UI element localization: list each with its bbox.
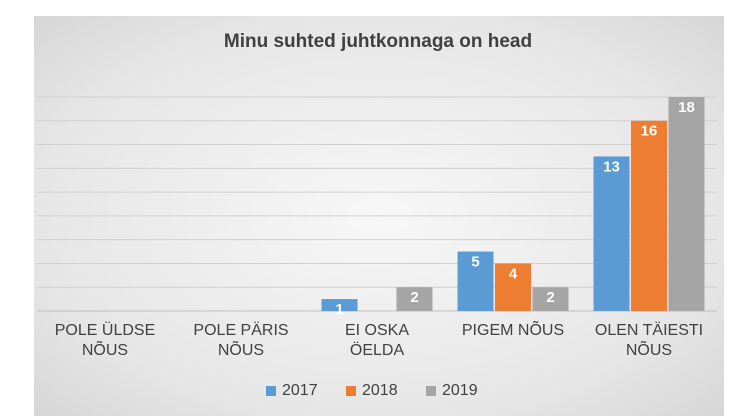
legend-label: 2019	[442, 382, 478, 399]
legend-label: 2018	[362, 382, 398, 399]
legend-label: 2017	[282, 382, 318, 399]
bar	[532, 287, 569, 311]
x-tick-label: OLEN TÄIESTI NÕUS	[594, 322, 704, 359]
bar	[668, 97, 705, 311]
bar	[631, 120, 667, 312]
bar	[396, 287, 433, 311]
data-label: 18	[678, 99, 695, 116]
data-label: 16	[641, 123, 658, 140]
data-label: 1	[335, 301, 343, 318]
data-label: 2	[546, 289, 554, 306]
chart-title: Minu suhted juhtkonnaga on head	[224, 31, 532, 52]
legend-swatch	[426, 386, 436, 396]
bar	[495, 263, 531, 311]
bar	[593, 156, 630, 311]
data-label: 4	[509, 265, 518, 282]
x-tick-label: EI OSKA ÖELDA	[344, 322, 410, 359]
x-tick-label: POLE ÜLDSE NÕUS	[54, 322, 156, 359]
x-tick-label: POLE PÄRIS NÕUS	[193, 322, 289, 359]
data-label: 2	[410, 289, 418, 306]
data-label: 13	[603, 158, 620, 175]
legend-swatch	[346, 386, 356, 396]
bar	[321, 299, 358, 311]
bar	[457, 251, 494, 311]
legend-swatch	[266, 386, 276, 396]
x-tick-label: PIGEM NÕUS	[461, 322, 565, 339]
data-label: 5	[471, 254, 479, 271]
